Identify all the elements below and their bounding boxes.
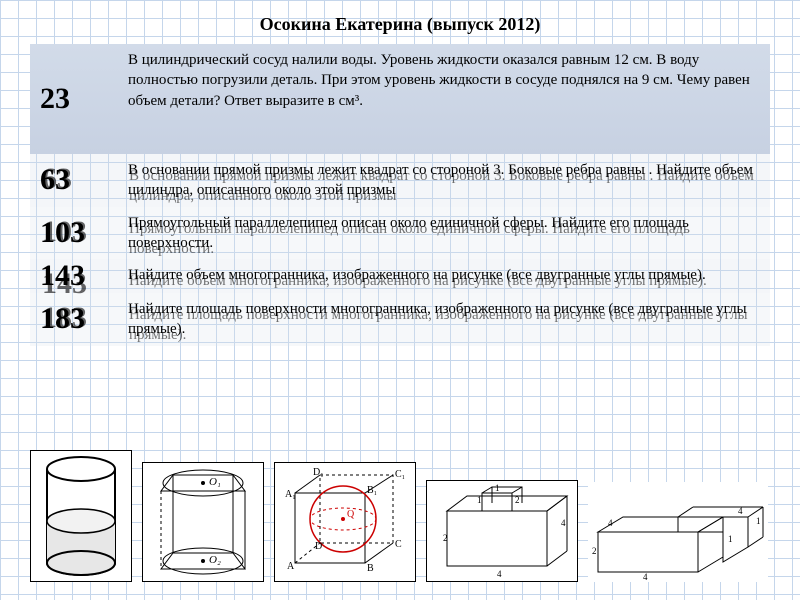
figure-polyhedron-notch: 1 1 2 2 4 4 xyxy=(426,480,578,582)
svg-text:A: A xyxy=(287,561,295,572)
svg-text:B: B xyxy=(367,563,374,574)
problem-text: Прямоугольный параллелепипед описан окол… xyxy=(120,207,770,260)
svg-text:C: C xyxy=(395,539,402,550)
problem-text: Найдите объем многогранника, изображенно… xyxy=(120,259,770,293)
svg-text:D₁: D₁ xyxy=(313,467,324,478)
figure-cube-sphere: A₁ B₁ C₁ D₁ A B C D Q xyxy=(274,462,416,582)
svg-text:4: 4 xyxy=(497,569,502,579)
problem-row: 63 В основании прямой призмы лежит квадр… xyxy=(30,154,770,207)
problem-text: Найдите площадь поверхности многогранник… xyxy=(120,293,770,346)
svg-text:2: 2 xyxy=(515,495,520,505)
problem-row: 183 Найдите площадь поверхности многогра… xyxy=(30,293,770,346)
problem-number: 23 xyxy=(30,44,120,154)
problem-number: 183 xyxy=(30,293,120,346)
svg-text:A₁: A₁ xyxy=(285,489,296,500)
label-o1: O₁ xyxy=(209,476,221,488)
svg-text:1: 1 xyxy=(495,483,500,493)
figure-polyhedron-step: 4 2 4 4 1 1 xyxy=(588,482,768,582)
svg-text:Q: Q xyxy=(347,509,355,520)
label-o2: O₂ xyxy=(209,554,221,566)
problem-number: 103 xyxy=(30,207,120,260)
svg-text:1: 1 xyxy=(477,495,482,505)
svg-text:4: 4 xyxy=(561,518,566,528)
svg-text:4: 4 xyxy=(643,572,648,582)
svg-text:4: 4 xyxy=(608,518,613,528)
problem-text: В основании прямой призмы лежит квадрат … xyxy=(120,154,770,207)
svg-text:4: 4 xyxy=(738,506,743,516)
problem-row: 23 В цилиндрический сосуд налили воды. У… xyxy=(30,44,770,154)
svg-text:D: D xyxy=(315,541,322,552)
problem-row: 143 Найдите объем многогранника, изображ… xyxy=(30,259,770,293)
svg-text:2: 2 xyxy=(592,546,597,556)
svg-text:B₁: B₁ xyxy=(367,485,377,496)
problem-list: 23 В цилиндрический сосуд налили воды. У… xyxy=(30,44,770,346)
svg-text:C₁: C₁ xyxy=(395,469,405,480)
problem-row: 103 Прямоугольный параллелепипед описан … xyxy=(30,207,770,260)
figure-cylinder xyxy=(30,450,132,582)
svg-text:1: 1 xyxy=(756,516,761,526)
page: Осокина Екатерина (выпуск 2012) 23 В цил… xyxy=(0,0,800,600)
svg-text:2: 2 xyxy=(443,533,448,543)
problem-text: В цилиндрический сосуд налили воды. Уров… xyxy=(120,44,770,154)
figure-prism: O₁ O₂ xyxy=(142,462,264,582)
problem-number: 143 xyxy=(30,259,120,293)
page-title: Осокина Екатерина (выпуск 2012) xyxy=(0,14,800,35)
problem-number: 63 xyxy=(30,154,120,207)
svg-text:1: 1 xyxy=(728,534,733,544)
figure-strip: O₁ O₂ A₁ B₁ C₁ D₁ A B C xyxy=(30,452,770,582)
